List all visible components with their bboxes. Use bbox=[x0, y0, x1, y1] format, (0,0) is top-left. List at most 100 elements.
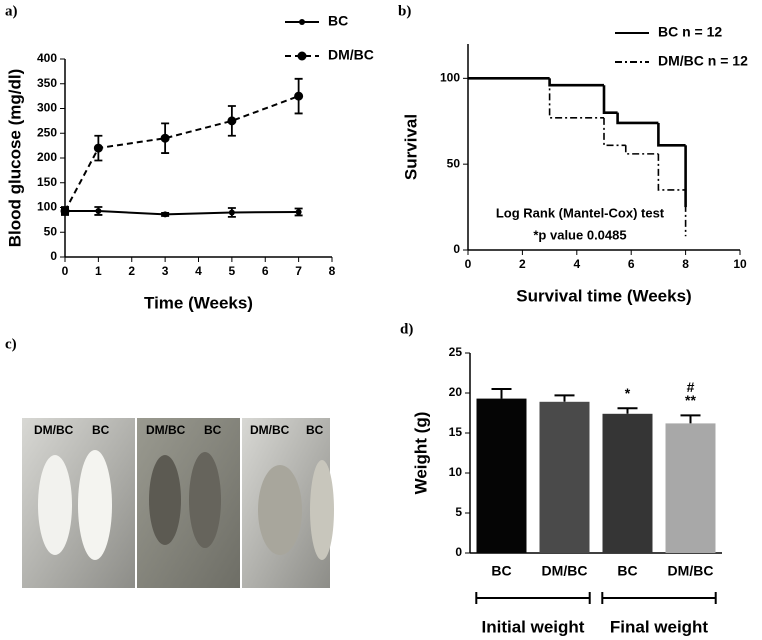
y-tick-label: 10 bbox=[449, 465, 463, 479]
y-tick-label: 20 bbox=[449, 385, 463, 399]
y-tick-label: 350 bbox=[37, 76, 57, 90]
survival-step bbox=[548, 78, 604, 87]
y-tick-label: 150 bbox=[37, 175, 57, 189]
y-tick-label: 100 bbox=[440, 71, 460, 85]
point bbox=[228, 209, 235, 216]
annotation: Log Rank (Mantel-Cox) test bbox=[496, 205, 665, 220]
photo-label: BC bbox=[92, 423, 110, 437]
x-tick-label: 2 bbox=[519, 257, 526, 271]
x-axis-title: Time (Weeks) bbox=[144, 293, 253, 312]
x-tick-label: 3 bbox=[162, 264, 169, 278]
legend-label: BC bbox=[328, 13, 348, 29]
x-tick-label: 8 bbox=[682, 257, 689, 271]
x-axis-title: Survival time (Weeks) bbox=[516, 286, 691, 305]
y-tick-label: 15 bbox=[449, 425, 463, 439]
group-bracket bbox=[601, 592, 717, 604]
y-axis-title: Weight (g) bbox=[411, 412, 430, 495]
x-tick-label: 4 bbox=[195, 264, 202, 278]
y-tick-label: 400 bbox=[37, 51, 57, 65]
series-line bbox=[64, 95, 299, 212]
point bbox=[60, 206, 70, 216]
error-bar bbox=[617, 407, 638, 414]
x-tick-label: 0 bbox=[465, 257, 472, 271]
y-tick-label: 25 bbox=[449, 345, 463, 359]
panel-label: b) bbox=[398, 3, 411, 19]
significance-mark: ** bbox=[685, 392, 696, 408]
survival-step bbox=[616, 112, 659, 125]
legend-label: DM/BC bbox=[328, 47, 374, 63]
x-tick-label: DM/BC bbox=[668, 563, 714, 579]
x-tick-label: 8 bbox=[329, 264, 336, 278]
y-tick-label: 0 bbox=[455, 545, 462, 559]
bar bbox=[539, 401, 590, 553]
y-tick-label: 5 bbox=[455, 505, 462, 519]
x-tick-label: 6 bbox=[262, 264, 269, 278]
bar bbox=[665, 423, 716, 553]
error-bar bbox=[554, 394, 575, 402]
survival-step bbox=[657, 122, 686, 147]
y-tick-label: 0 bbox=[453, 242, 460, 256]
mouse bbox=[258, 465, 302, 555]
photo-label: DM/BC bbox=[146, 423, 186, 437]
panel-label: d) bbox=[400, 321, 413, 337]
photo-label: DM/BC bbox=[34, 423, 74, 437]
legend-marker bbox=[299, 19, 305, 25]
legend-label: BC n = 12 bbox=[658, 24, 722, 40]
x-tick-label: 5 bbox=[229, 264, 236, 278]
panel-label: c) bbox=[5, 336, 17, 352]
x-tick-label: DM/BC bbox=[542, 563, 588, 579]
mouse bbox=[38, 455, 72, 555]
photo-label: DM/BC bbox=[250, 423, 290, 437]
legend-marker bbox=[297, 51, 307, 61]
x-tick-label: 10 bbox=[733, 257, 747, 271]
panel-label: a) bbox=[5, 3, 18, 19]
photo-label: BC bbox=[306, 423, 324, 437]
annotation: *p value 0.0485 bbox=[533, 227, 626, 242]
photo-panel bbox=[22, 418, 334, 588]
x-tick-label: BC bbox=[617, 563, 637, 579]
bar bbox=[476, 398, 527, 553]
y-tick-label: 50 bbox=[44, 224, 58, 238]
group-label: Final weight bbox=[610, 617, 709, 636]
survival-step bbox=[603, 117, 626, 147]
x-tick-label: 7 bbox=[295, 264, 302, 278]
group-label: Initial weight bbox=[482, 617, 585, 636]
point bbox=[95, 207, 102, 214]
x-tick-label: BC bbox=[491, 563, 511, 579]
point bbox=[227, 116, 237, 126]
y-tick-label: 200 bbox=[37, 150, 57, 164]
significance-mark: # bbox=[687, 379, 695, 395]
x-tick-label: 0 bbox=[62, 264, 69, 278]
mouse bbox=[78, 450, 112, 560]
error-bar bbox=[680, 414, 701, 424]
significance-mark: * bbox=[625, 385, 631, 401]
survival-step bbox=[602, 85, 618, 114]
y-tick-label: 300 bbox=[37, 101, 57, 115]
mouse bbox=[189, 452, 221, 548]
group-bracket bbox=[475, 592, 591, 604]
point bbox=[160, 133, 170, 143]
survival-step bbox=[624, 145, 659, 155]
point bbox=[295, 208, 302, 215]
x-tick-label: 1 bbox=[95, 264, 102, 278]
y-axis-title: Survival bbox=[401, 114, 420, 180]
error-bar bbox=[491, 388, 512, 399]
survival-step bbox=[657, 153, 686, 191]
point bbox=[93, 143, 103, 153]
point bbox=[162, 211, 169, 218]
survival-step bbox=[548, 78, 604, 119]
y-tick-label: 50 bbox=[447, 156, 461, 170]
point bbox=[294, 91, 304, 101]
x-tick-label: 6 bbox=[628, 257, 635, 271]
bar bbox=[602, 413, 653, 553]
y-tick-label: 250 bbox=[37, 125, 57, 139]
x-tick-label: 4 bbox=[573, 257, 580, 271]
y-tick-label: 100 bbox=[37, 200, 57, 214]
y-axis-title: Blood glucose (mg/dl) bbox=[5, 69, 24, 248]
x-tick-label: 2 bbox=[128, 264, 135, 278]
mouse bbox=[149, 455, 181, 545]
y-tick-label: 0 bbox=[50, 249, 57, 263]
photo-label: BC bbox=[204, 423, 222, 437]
mouse bbox=[310, 460, 334, 560]
